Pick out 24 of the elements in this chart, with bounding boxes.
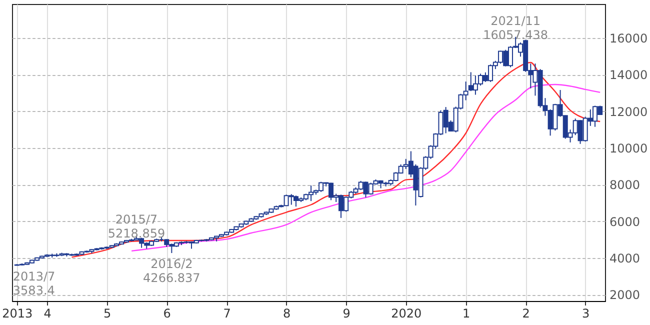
x-tick-label: 2	[522, 306, 530, 320]
x-tick-label: 9	[342, 306, 350, 320]
line-series	[71, 62, 601, 258]
y-tick-label: 16000	[610, 31, 648, 46]
y-tick-label: 14000	[610, 68, 648, 82]
x-tick-label: 5	[104, 306, 112, 320]
annotation: 2021/11 16057.438	[483, 14, 548, 42]
y-tick-label: 12000	[610, 104, 648, 119]
x-tick-label: 6	[163, 306, 171, 320]
x-tick-label: 2020	[391, 306, 422, 320]
x-tick-label: 8	[282, 306, 291, 320]
x-tick-label: 1	[462, 306, 470, 320]
x-tick-label: 4	[44, 306, 52, 320]
x-tick-label: 3	[582, 306, 590, 320]
annotation: 2016/2 4266.837	[143, 257, 200, 286]
y-tick-label: 10000	[610, 141, 648, 156]
annotation: 2013/7 3583.4	[12, 270, 56, 298]
y-tick-label: 8000	[610, 178, 640, 192]
y-tick-label: 6000	[610, 214, 640, 229]
y-tick-label: 4000	[610, 251, 640, 266]
annotation: 2015/7 5218.859	[108, 212, 166, 241]
x-tick-label: 2013	[2, 306, 33, 320]
y-tick-label: 2000	[610, 288, 640, 302]
x-tick-label: 7	[223, 306, 231, 320]
